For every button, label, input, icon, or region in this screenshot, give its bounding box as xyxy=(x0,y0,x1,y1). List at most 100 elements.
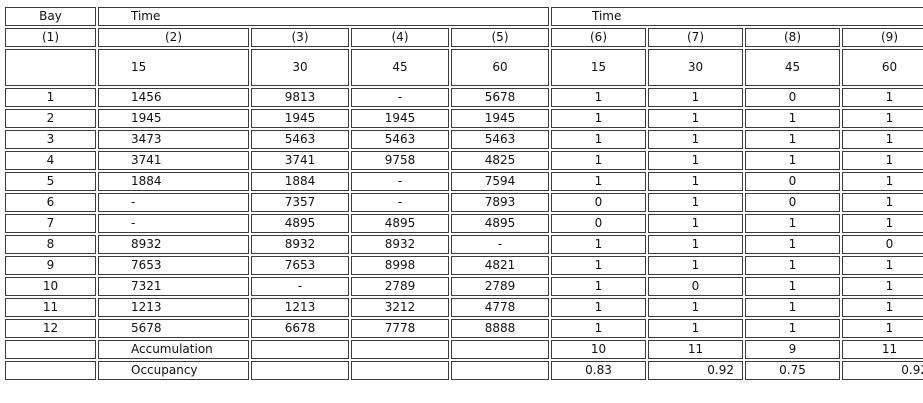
minute-label: 60 xyxy=(451,49,549,86)
minute-label: 30 xyxy=(251,49,349,86)
cell-occ-30: 0 xyxy=(648,277,743,296)
cell-occ-60: 1 xyxy=(842,151,923,170)
clipped-caption-bottom xyxy=(0,396,923,403)
occupancy-value: 0.83 xyxy=(551,361,646,380)
cell-time-45: - xyxy=(351,88,449,107)
cell-occ-60: 1 xyxy=(842,319,923,338)
cell-time-30: 1884 xyxy=(251,172,349,191)
cell-time-45: - xyxy=(351,193,449,212)
cell-time-60: 5463 xyxy=(451,130,549,149)
cell-occ-60: 1 xyxy=(842,193,923,212)
cell-time-30: 4895 xyxy=(251,214,349,233)
cell-occ-45: 0 xyxy=(745,172,840,191)
occupancy-value: 0.92 xyxy=(842,361,923,380)
minute-label: 45 xyxy=(351,49,449,86)
header-row-column-numbers: (1) (2) (3) (4) (5) (6) (7) (8) (9) xyxy=(5,28,923,47)
cell-bay-number: 11 xyxy=(5,298,96,317)
cell-time-45: 5463 xyxy=(351,130,449,149)
col-number: (6) xyxy=(551,28,646,47)
cell-occ-15: 0 xyxy=(551,214,646,233)
cell-bay-number: 9 xyxy=(5,256,96,275)
cell-occ-45: 1 xyxy=(745,277,840,296)
table-row: 1 1456 9813-5678 1 1 0 1 xyxy=(5,88,923,107)
minute-label: 60 xyxy=(842,49,923,86)
table-row: 6-7357-7893 0 1 0 1 xyxy=(5,193,923,212)
cell-time-15: - xyxy=(98,214,249,233)
cell-time-30: 8932 xyxy=(251,235,349,254)
cell-occ-30: 1 xyxy=(648,193,743,212)
cell-time-45: 2789 xyxy=(351,277,449,296)
cell-time-15: 3741 xyxy=(98,151,249,170)
cell-time-30: 5463 xyxy=(251,130,349,149)
clipped-caption-top xyxy=(0,0,923,4)
header-row-time: Bay Time Time xyxy=(5,7,923,26)
col-number: (7) xyxy=(648,28,743,47)
accumulation-value: 9 xyxy=(745,340,840,359)
cell-time-45: 9758 xyxy=(351,151,449,170)
cell-time-15: 1213 xyxy=(98,298,249,317)
cell-time-45: 8932 xyxy=(351,235,449,254)
cell-time-30: 6678 xyxy=(251,319,349,338)
cell-occ-45: 1 xyxy=(745,319,840,338)
cell-occ-45: 0 xyxy=(745,88,840,107)
cell-time-15: - xyxy=(98,193,249,212)
cell-time-15: 5678 xyxy=(98,319,249,338)
table-row: 3 3473 5463 5463 5463 1 1 1 1 xyxy=(5,130,923,149)
cell-time-60: 4825 xyxy=(451,151,549,170)
cell-time-30: 7653 xyxy=(251,256,349,275)
col-number: (2) xyxy=(98,28,249,47)
cell-time-30: 3741 xyxy=(251,151,349,170)
cell-occ-15: 1 xyxy=(551,88,646,107)
cell-bay-number: 12 xyxy=(5,319,96,338)
table-row: 12 5678 6678 7778 8888 1 1 1 1 xyxy=(5,319,923,338)
cell-bay-number: 4 xyxy=(5,151,96,170)
bay-header: Bay xyxy=(5,7,96,26)
table-row: 2 1945 1945 1945 1945 1 1 1 1 xyxy=(5,109,923,128)
cell-occ-45: 1 xyxy=(745,235,840,254)
header-row-minutes: 15 30 45 60 15 30 45 60 xyxy=(5,49,923,86)
cell-occ-45: 1 xyxy=(745,130,840,149)
cell-time-30: 7357 xyxy=(251,193,349,212)
cell-occ-15: 1 xyxy=(551,172,646,191)
cell-occ-60: 1 xyxy=(842,277,923,296)
cell-occ-15: 1 xyxy=(551,256,646,275)
cell-time-45: 7778 xyxy=(351,319,449,338)
cell-time-15: 3473 xyxy=(98,130,249,149)
cell-time-15: 1456 xyxy=(98,88,249,107)
empty-cell xyxy=(5,340,96,359)
cell-occ-45: 1 xyxy=(745,151,840,170)
cell-time-15: 1884 xyxy=(98,172,249,191)
cell-time-45: - xyxy=(351,172,449,191)
table-row: 9 7653 7653 8998 4821 1 1 1 1 xyxy=(5,256,923,275)
table-row: 8 8932 8932 8932-1 1 1 0 xyxy=(5,235,923,254)
cell-time-60: 8888 xyxy=(451,319,549,338)
cell-time-60: 5678 xyxy=(451,88,549,107)
empty-cell xyxy=(251,340,349,359)
cell-occ-60: 1 xyxy=(842,172,923,191)
empty-cell xyxy=(351,340,449,359)
cell-occ-15: 1 xyxy=(551,151,646,170)
cell-time-30: - xyxy=(251,277,349,296)
cell-occ-30: 1 xyxy=(648,256,743,275)
occupancy-row: Occupancy 0.83 0.92 0.75 0.92 xyxy=(5,361,923,380)
cell-occ-15: 1 xyxy=(551,298,646,317)
cell-time-15: 1945 xyxy=(98,109,249,128)
cell-occ-45: 1 xyxy=(745,256,840,275)
occupancy-value: 0.75 xyxy=(745,361,840,380)
occupancy-label: Occupancy xyxy=(98,361,249,380)
cell-bay-number: 1 xyxy=(5,88,96,107)
occupancy-value: 0.92 xyxy=(648,361,743,380)
cell-bay-number: 6 xyxy=(5,193,96,212)
cell-occ-15: 1 xyxy=(551,130,646,149)
data-rows: 1 1456 9813-5678 1 1 0 1 2 1945 1945 1945 1945 1 1 1 1 3… xyxy=(5,88,923,338)
minute-label: 15 xyxy=(551,49,646,86)
cell-time-60: 2789 xyxy=(451,277,549,296)
cell-time-60: 7893 xyxy=(451,193,549,212)
cell-time-45: 3212 xyxy=(351,298,449,317)
time-header-right: Time xyxy=(551,7,923,26)
cell-time-60: 4821 xyxy=(451,256,549,275)
cell-occ-60: 0 xyxy=(842,235,923,254)
cell-occ-15: 0 xyxy=(551,193,646,212)
minute-label: 45 xyxy=(745,49,840,86)
cell-time-30: 1945 xyxy=(251,109,349,128)
